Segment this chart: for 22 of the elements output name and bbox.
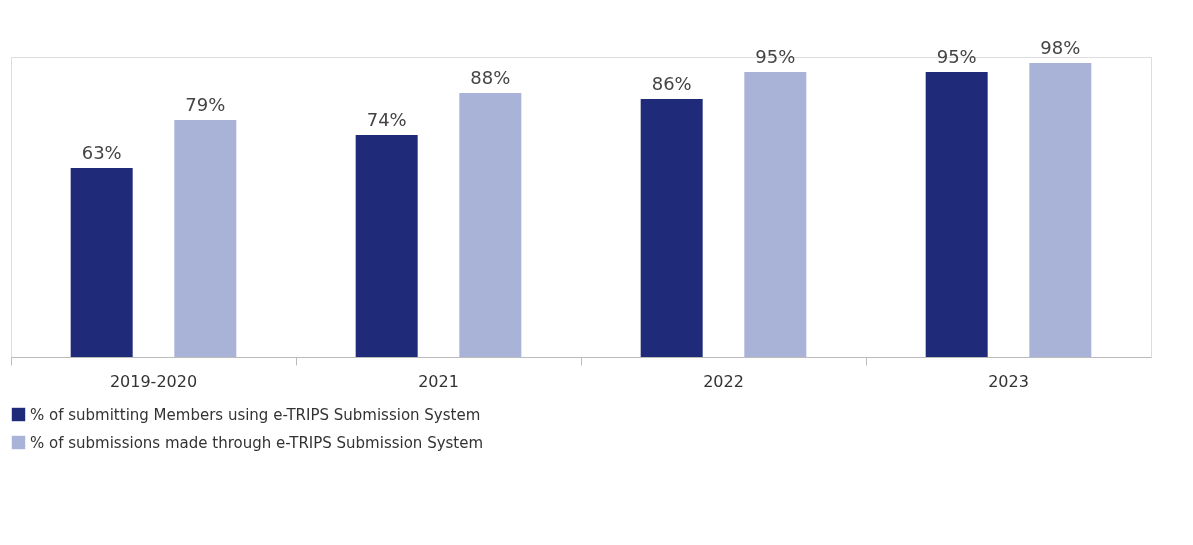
- bar: [70, 168, 133, 357]
- data-label: 95%: [755, 46, 796, 67]
- data-label: 88%: [470, 67, 511, 88]
- bar: [174, 120, 237, 357]
- x-tick-label: 2019-2020: [109, 371, 198, 391]
- x-tick-label: 2021: [418, 371, 459, 391]
- x-tick-label: 2022: [703, 371, 744, 391]
- legend-label: % of submissions made through e-TRIPS Submission System: [30, 433, 484, 452]
- data-label: 98%: [1040, 37, 1081, 58]
- bar: [925, 72, 988, 357]
- bar: [459, 93, 522, 357]
- bar: [1029, 63, 1092, 357]
- legend-label: % of submitting Members using e-TRIPS Submission System: [30, 405, 481, 424]
- data-label: 63%: [81, 142, 122, 163]
- bar: [744, 72, 807, 357]
- bar: [640, 99, 703, 357]
- data-label: 86%: [651, 73, 692, 94]
- data-label: 95%: [936, 46, 977, 67]
- data-label: 74%: [366, 109, 407, 130]
- x-tick-label: 2023: [988, 371, 1029, 391]
- data-label: 79%: [185, 94, 226, 115]
- bar: [355, 135, 418, 357]
